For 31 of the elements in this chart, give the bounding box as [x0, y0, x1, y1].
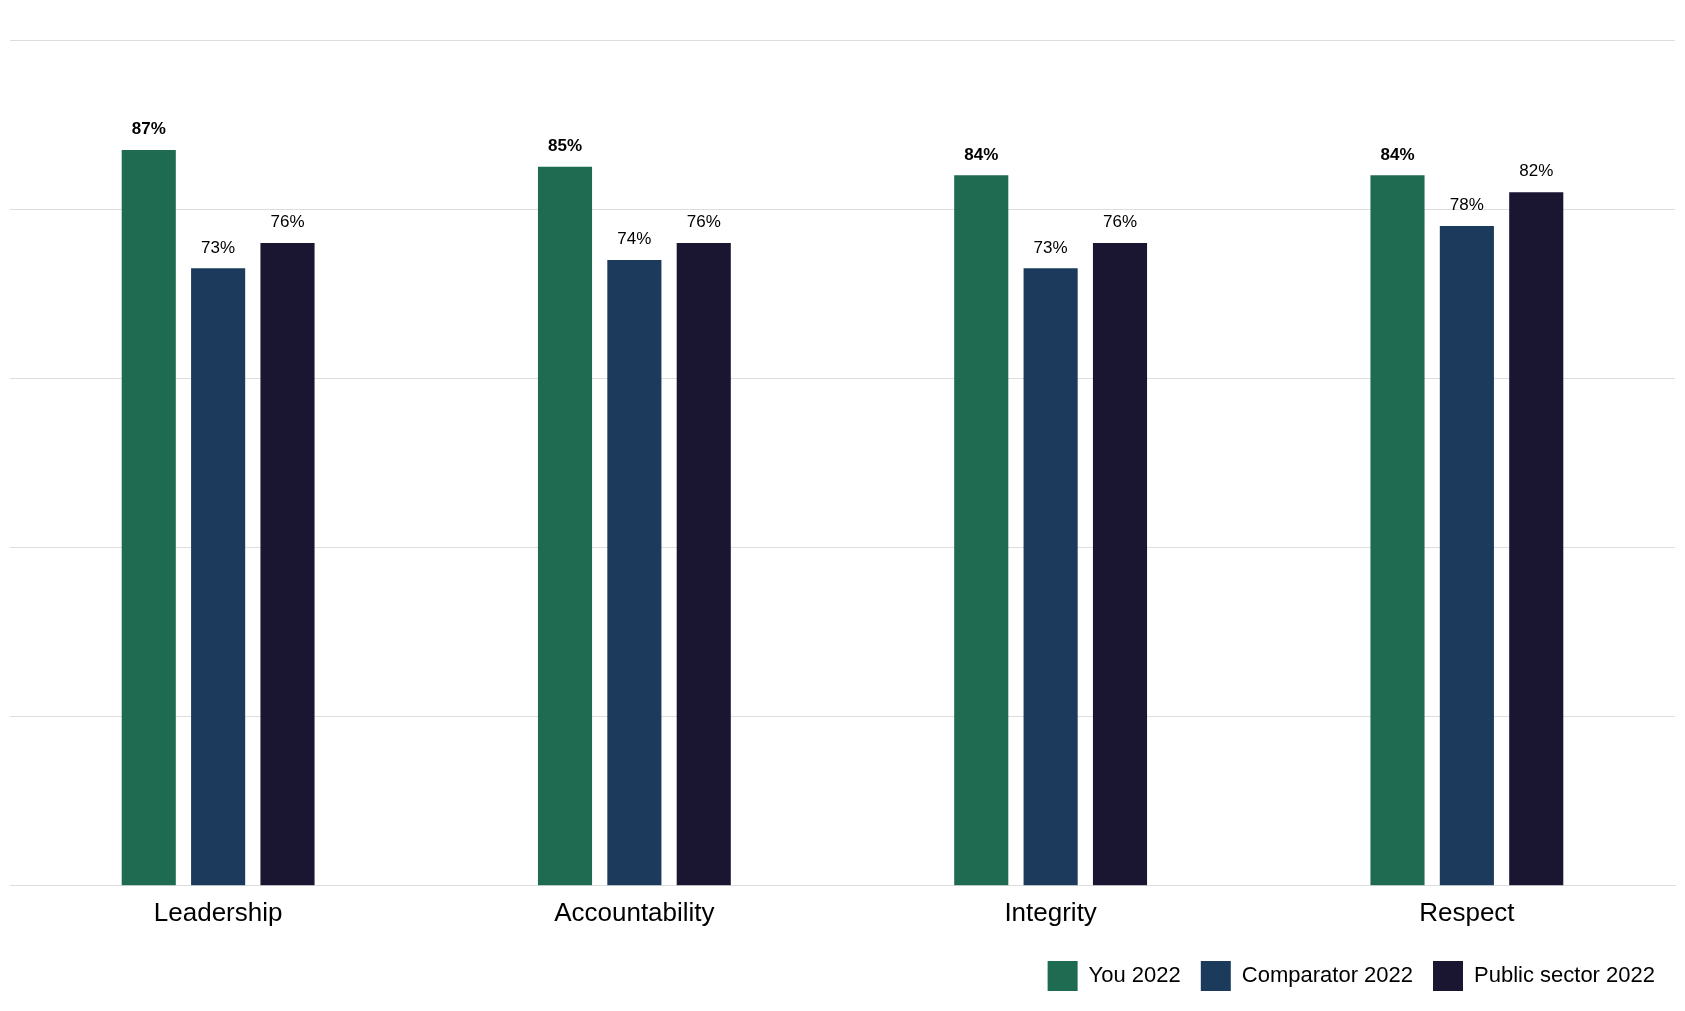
x-tick-label: Leadership [153, 896, 283, 927]
bar [607, 259, 662, 886]
data-label: 74% [617, 229, 652, 249]
data-label: 84% [1380, 144, 1415, 164]
x-tick-label: Integrity [1004, 896, 1097, 927]
bar [260, 242, 315, 886]
bar [121, 149, 176, 886]
bar [537, 166, 593, 886]
bar [1092, 242, 1148, 886]
legend-label: Public sector 2022 [1474, 962, 1655, 988]
bar [954, 175, 1009, 886]
bar [1439, 226, 1494, 886]
bar [1509, 192, 1564, 886]
data-label: 73% [1033, 237, 1068, 257]
data-label: 76% [686, 212, 721, 232]
data-label: 85% [547, 136, 583, 156]
data-label: 84% [964, 144, 999, 164]
bar [1370, 175, 1425, 886]
data-label: 78% [1449, 195, 1484, 215]
bar [676, 242, 731, 886]
bar [191, 268, 246, 886]
data-label: 82% [1519, 161, 1554, 181]
x-tick-label: Accountability [554, 896, 715, 927]
legend-label: Comparator 2022 [1241, 962, 1414, 988]
data-label: 76% [270, 212, 305, 232]
bar [1023, 268, 1078, 886]
data-label: 87% [131, 119, 166, 139]
x-tick-label: Respect [1419, 896, 1516, 927]
data-label: 76% [1102, 212, 1138, 232]
legend-label: You 2022 [1088, 962, 1181, 988]
data-label: 73% [201, 237, 236, 257]
